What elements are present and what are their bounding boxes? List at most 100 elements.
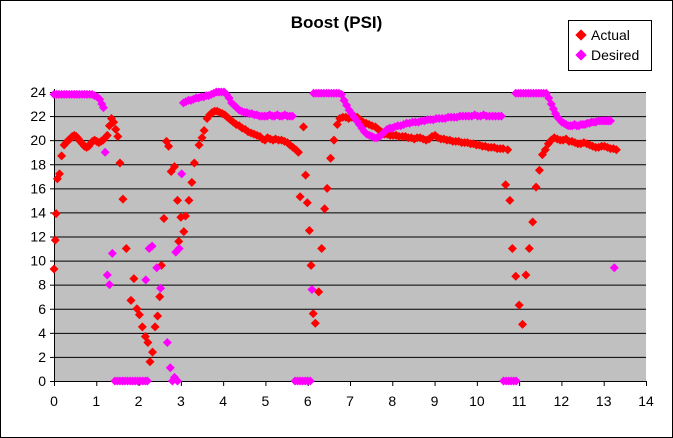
data-point-actual — [50, 235, 60, 245]
data-point-actual — [155, 292, 165, 302]
data-point-actual — [298, 122, 308, 132]
data-point-actual — [503, 145, 513, 155]
legend: Actual Desired — [568, 20, 652, 71]
data-point-actual — [51, 209, 61, 219]
chart-title: Boost (PSI) — [290, 13, 383, 32]
x-tick-label-7: 7 — [346, 393, 354, 409]
data-point-desired — [100, 147, 110, 157]
data-point-desired — [147, 241, 157, 251]
data-point-actual — [521, 270, 531, 280]
data-point-actual — [317, 244, 327, 254]
data-point-actual — [148, 347, 158, 357]
data-point-actual — [172, 195, 182, 205]
data-point-actual — [308, 309, 318, 319]
data-point-actual — [181, 211, 191, 221]
data-point-actual — [121, 244, 131, 254]
data-point-actual — [301, 170, 311, 180]
data-point-actual — [531, 182, 541, 192]
data-point-desired — [172, 376, 182, 386]
legend-item-desired: Desired — [575, 45, 645, 65]
data-point-desired — [142, 376, 152, 386]
data-point-desired — [609, 263, 619, 273]
x-tick-label-13: 13 — [596, 393, 612, 409]
x-tick-label-10: 10 — [469, 393, 485, 409]
legend-label-actual: Actual — [591, 27, 630, 43]
legend-label-desired: Desired — [591, 47, 640, 63]
data-point-actual — [514, 300, 524, 310]
y-tick-label-12: 12 — [30, 229, 46, 245]
data-point-desired — [174, 244, 184, 254]
data-point-actual — [187, 177, 197, 187]
data-point-actual — [304, 225, 314, 235]
data-point-actual — [322, 183, 332, 193]
data-point-actual — [302, 198, 312, 208]
data-point-desired — [98, 103, 108, 113]
data-point-actual — [54, 169, 64, 179]
data-point-desired — [605, 116, 615, 126]
x-tick-label-0: 0 — [50, 393, 58, 409]
data-point-actual — [145, 357, 155, 367]
y-tick-label-8: 8 — [38, 277, 46, 293]
y-tick-label-2: 2 — [38, 349, 46, 365]
data-point-actual — [505, 195, 515, 205]
actual-diamond-icon — [575, 29, 587, 41]
x-tick-label-5: 5 — [262, 393, 270, 409]
legend-item-actual: Actual — [575, 25, 645, 45]
y-tick-label-14: 14 — [30, 204, 46, 220]
data-point-actual — [159, 213, 169, 223]
x-tick-label-11: 11 — [512, 393, 527, 409]
data-point-desired — [102, 270, 112, 280]
y-tick-label-16: 16 — [30, 180, 46, 196]
data-point-actual — [137, 322, 147, 332]
data-point-actual — [310, 318, 320, 328]
data-point-actual — [174, 236, 184, 246]
data-point-actual — [134, 310, 144, 320]
data-point-actual — [179, 227, 189, 237]
data-point-desired — [511, 376, 521, 386]
data-point-desired — [152, 263, 162, 273]
data-point-actual — [184, 195, 194, 205]
data-point-actual — [306, 260, 316, 270]
data-point-actual — [194, 140, 204, 150]
data-point-desired — [177, 169, 187, 179]
data-point-actual — [611, 145, 621, 155]
y-tick-label-18: 18 — [30, 156, 46, 172]
y-tick-label-20: 20 — [30, 132, 46, 148]
data-point-desired — [141, 275, 151, 285]
data-point-actual — [102, 130, 112, 140]
y-tick-label-10: 10 — [30, 253, 46, 269]
data-point-desired — [305, 376, 315, 386]
data-point-actual — [153, 311, 163, 321]
data-point-actual — [501, 180, 511, 190]
data-point-actual — [111, 124, 121, 134]
data-point-actual — [295, 192, 305, 202]
data-point-actual — [170, 162, 180, 172]
data-point-actual — [164, 141, 174, 151]
data-point-actual — [314, 287, 324, 297]
data-point-actual — [326, 153, 336, 163]
y-tick-label-22: 22 — [30, 108, 46, 124]
x-tick-label-1: 1 — [92, 393, 100, 409]
data-point-actual — [197, 133, 207, 143]
data-point-actual — [329, 135, 339, 145]
data-point-desired — [287, 111, 297, 121]
data-point-actual — [189, 158, 199, 168]
data-point-actual — [534, 165, 544, 175]
data-point-actual — [49, 264, 59, 274]
data-point-actual — [126, 295, 136, 305]
data-point-actual — [113, 132, 123, 142]
x-tick-label-12: 12 — [554, 393, 570, 409]
x-tick-label-14: 14 — [638, 393, 654, 409]
data-point-desired — [162, 337, 172, 347]
data-point-desired — [165, 363, 175, 373]
y-tick-label-4: 4 — [38, 325, 46, 341]
x-tick-label-9: 9 — [431, 393, 439, 409]
data-point-actual — [507, 244, 517, 254]
data-point-actual — [129, 274, 139, 284]
data-point-actual — [57, 151, 67, 161]
data-point-actual — [528, 217, 538, 227]
data-point-actual — [115, 158, 125, 168]
x-tick-label-3: 3 — [177, 393, 185, 409]
data-point-desired — [107, 248, 117, 258]
